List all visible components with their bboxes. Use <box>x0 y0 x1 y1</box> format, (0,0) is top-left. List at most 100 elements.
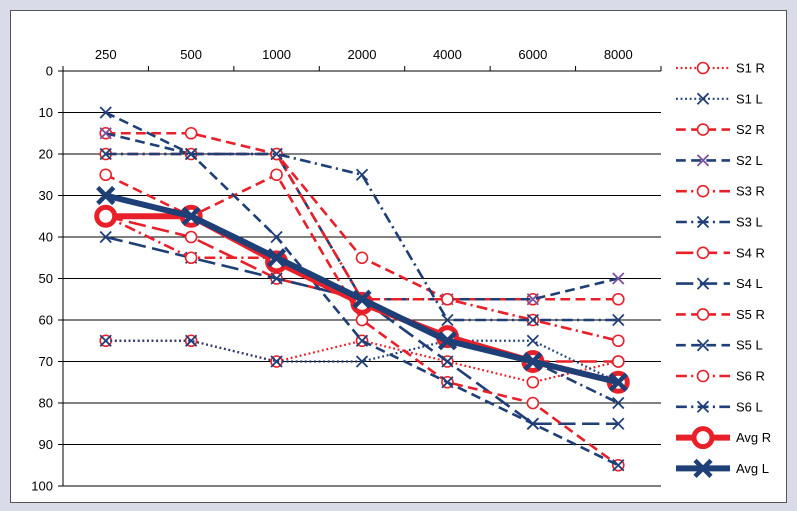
data-point <box>181 206 201 226</box>
data-point <box>612 272 625 285</box>
data-point <box>526 417 539 430</box>
data-point <box>608 372 628 392</box>
legend-marker <box>691 426 715 450</box>
legend-item: S1 L <box>676 91 763 106</box>
data-point <box>611 334 625 348</box>
data-point <box>437 331 458 351</box>
data-point <box>355 251 369 265</box>
legend-label: S4 L <box>736 276 763 291</box>
legend-label: S5 L <box>736 338 763 353</box>
series-line <box>105 111 619 467</box>
chart-frame: 0 10 20 30 40 50 60 70 80 90 100 250 500 1000 2000 4000… <box>10 10 787 503</box>
series-line <box>105 235 619 426</box>
data-point <box>99 147 112 161</box>
data-point <box>184 230 198 244</box>
legend-marker <box>696 215 710 229</box>
y-tick-label: 0 <box>46 64 53 79</box>
series-lines <box>94 106 630 472</box>
legend-marker <box>696 61 710 75</box>
legend-item: S1 R <box>676 61 765 76</box>
data-point <box>441 313 454 327</box>
legend-label: Avg R <box>736 430 771 445</box>
data-point <box>612 396 625 410</box>
legend-marker <box>696 277 710 290</box>
x-tick-label: 8000 <box>604 47 633 62</box>
legend-item: S2 R <box>676 122 765 137</box>
legend-item: S3 R <box>676 184 765 199</box>
legend-item: Avg L <box>676 458 769 478</box>
legend-marker <box>696 184 710 198</box>
legend-item: S5 L <box>676 338 763 353</box>
x-tick-label: 2000 <box>348 47 377 62</box>
y-tick-label: 70 <box>39 354 53 369</box>
data-point <box>355 334 369 347</box>
data-point <box>355 313 369 327</box>
legend-label: S1 R <box>736 61 765 76</box>
data-point <box>270 272 283 285</box>
data-point <box>355 168 369 181</box>
data-point <box>266 248 287 268</box>
legend-marker <box>696 92 710 105</box>
legend-marker <box>696 308 710 321</box>
legend: S1 R S1 L S2 R S2 L S3 R S3 L S4 R S4 L S5 R S5 L… <box>676 61 771 478</box>
legend-marker <box>696 154 710 167</box>
data-point <box>99 127 112 140</box>
legend-marker <box>693 458 713 478</box>
x-tick-label: 6000 <box>518 47 547 62</box>
legend-item: S2 L <box>676 153 763 168</box>
data-point <box>612 459 625 472</box>
axes: 0 10 20 30 40 50 60 70 80 90 100 250 500 1000 2000 4000… <box>31 47 662 494</box>
legend-marker <box>696 246 710 260</box>
data-point <box>99 230 112 244</box>
data-point <box>185 334 198 347</box>
legend-marker <box>696 369 710 383</box>
legend-label: S3 L <box>736 215 763 230</box>
y-tick-label: 40 <box>39 230 53 245</box>
data-point <box>270 168 283 182</box>
legend-item: S6 L <box>676 399 763 414</box>
series-avg-l <box>96 185 628 392</box>
legend-label: S4 R <box>736 245 765 260</box>
data-point <box>99 106 112 119</box>
x-tick-label: 250 <box>95 47 117 62</box>
data-point <box>612 313 625 327</box>
data-point <box>96 185 116 206</box>
legend-item: S6 R <box>676 369 765 384</box>
data-point <box>441 376 454 389</box>
data-point <box>355 355 369 368</box>
x-tick-label: 1000 <box>262 47 291 62</box>
data-point <box>526 293 539 306</box>
y-tick-label: 90 <box>39 437 53 452</box>
data-point <box>352 289 372 309</box>
y-tick-label: 30 <box>39 188 53 203</box>
data-point <box>523 351 543 372</box>
legend-label: S2 R <box>736 122 765 137</box>
data-point <box>270 147 283 161</box>
legend-item: Avg R <box>676 426 771 450</box>
data-point <box>99 168 113 182</box>
data-point <box>526 375 540 389</box>
data-point <box>612 417 625 430</box>
data-point <box>611 355 625 368</box>
y-tick-label: 50 <box>39 271 53 286</box>
y-tick-label: 10 <box>39 105 53 120</box>
data-point <box>526 334 539 347</box>
legend-label: S2 L <box>736 153 763 168</box>
legend-marker <box>696 339 710 352</box>
series-s3-l <box>99 147 625 327</box>
legend-marker <box>696 123 710 136</box>
legend-item: S5 R <box>676 307 765 322</box>
legend-label: S1 L <box>736 91 763 106</box>
y-tick-label: 20 <box>39 147 53 162</box>
legend-marker <box>696 400 710 413</box>
legend-label: S5 R <box>736 307 765 322</box>
legend-item: S4 L <box>676 276 763 291</box>
legend-label: S3 R <box>736 184 765 199</box>
y-tick-label: 80 <box>39 396 53 411</box>
x-tick-label: 4000 <box>433 47 462 62</box>
data-point <box>611 292 625 306</box>
legend-item: S3 L <box>676 215 763 230</box>
data-point <box>94 204 118 228</box>
legend-label: S6 L <box>736 399 763 414</box>
x-tick-label: 500 <box>180 47 202 62</box>
